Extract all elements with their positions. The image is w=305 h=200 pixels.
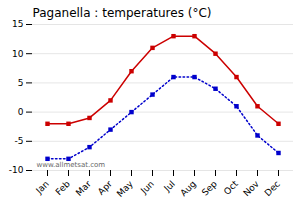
svg-text:Apr: Apr	[96, 179, 114, 197]
svg-text:Mar: Mar	[74, 178, 93, 197]
svg-text:Oct: Oct	[222, 178, 240, 196]
svg-text:www.allmetsat.com: www.allmetsat.com	[37, 161, 106, 169]
svg-text:0: 0	[18, 107, 24, 117]
svg-text:Feb: Feb	[54, 179, 73, 198]
svg-text:10: 10	[12, 49, 24, 59]
svg-text:Paganella : temperatures (°C): Paganella : temperatures (°C)	[33, 6, 212, 20]
svg-text:-5: -5	[15, 136, 24, 146]
svg-text:-10: -10	[9, 165, 24, 175]
svg-text:Sep: Sep	[200, 179, 219, 198]
svg-text:Aug: Aug	[178, 179, 198, 199]
svg-text:May: May	[115, 178, 136, 199]
svg-text:Dec: Dec	[263, 179, 282, 198]
svg-text:Jun: Jun	[138, 179, 156, 197]
svg-text:Jul: Jul	[161, 179, 176, 194]
svg-text:15: 15	[12, 19, 23, 29]
svg-text:Jan: Jan	[33, 179, 51, 197]
svg-text:Nov: Nov	[241, 178, 261, 198]
svg-text:5: 5	[18, 78, 24, 88]
